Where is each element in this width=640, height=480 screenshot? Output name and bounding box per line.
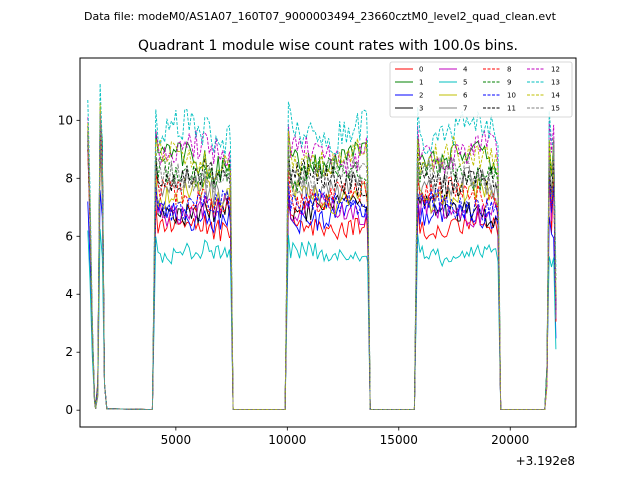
legend-label-9: 9 [507,79,511,87]
plot-frame [79,57,577,428]
y-tick-label: 4 [65,287,73,301]
legend-label-6: 6 [463,92,468,100]
legend-label-2: 2 [419,92,423,100]
legend-label-7: 7 [463,105,467,113]
chart-title: Quadrant 1 module wise count rates with … [138,38,518,54]
series-line-8 [87,132,557,411]
legend-label-14: 14 [551,92,560,100]
legend-box [389,61,573,118]
y-tick-label: 6 [65,229,73,243]
series-line-11 [87,127,557,411]
series-line-15 [87,113,557,411]
series-line-1 [87,115,557,411]
legend-label-10: 10 [507,92,516,100]
y-tick-label: 0 [65,403,73,417]
legend-label-1: 1 [419,79,423,87]
legend-label-3: 3 [419,105,423,113]
axis-ticks: 5000 10000 15000 20000 0 2 4 6 8 10 [58,113,530,447]
series-line-4 [87,125,557,411]
series-line-6 [87,142,557,411]
series-line-10 [87,110,557,411]
x-offset-label: +3.192e8 [516,454,575,468]
x-tick-label: 10000 [268,433,306,447]
series-line-2 [87,190,557,411]
legend-label-5: 5 [463,79,467,87]
series-line-9 [87,112,557,411]
legend-label-13: 13 [551,79,560,87]
x-tick-label: 20000 [491,433,529,447]
x-tick-label: 5000 [161,433,192,447]
legend-label-0: 0 [419,66,423,74]
legend-label-11: 11 [507,105,516,113]
series-layer [87,83,557,411]
legend-label-12: 12 [551,66,560,74]
legend-label-4: 4 [463,66,468,74]
x-tick-label: 15000 [380,433,418,447]
series-line-12 [87,107,557,411]
y-tick-label: 2 [65,345,73,359]
legend-label-15: 15 [551,105,560,113]
series-line-3 [87,124,557,411]
series-line-14 [87,102,557,411]
series-line-5 [87,228,557,411]
chart-suptitle: Data file: modeM0/AS1A07_160T07_90000034… [84,10,557,23]
series-line-13 [87,83,557,411]
legend-label-8: 8 [507,66,511,74]
series-line-0 [87,135,557,411]
y-tick-label: 10 [58,113,73,127]
y-tick-label: 8 [65,171,73,185]
